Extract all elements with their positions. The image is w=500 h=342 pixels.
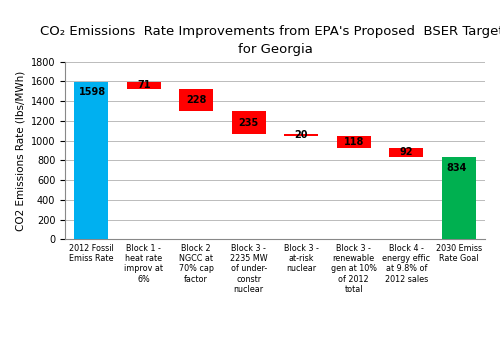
Bar bbox=[126, 81, 161, 89]
Bar bbox=[232, 111, 266, 134]
Text: 20: 20 bbox=[294, 130, 308, 140]
Y-axis label: CO2 Emissions Rate (lbs/MWh): CO2 Emissions Rate (lbs/MWh) bbox=[15, 70, 25, 231]
Bar bbox=[442, 157, 476, 239]
Text: 228: 228 bbox=[186, 95, 206, 105]
Text: 92: 92 bbox=[400, 147, 413, 157]
Title: CO₂ Emissions  Rate Improvements from EPA's Proposed  BSER Targets
for Georgia: CO₂ Emissions Rate Improvements from EPA… bbox=[40, 25, 500, 56]
Bar bbox=[179, 89, 214, 111]
Text: 1598: 1598 bbox=[80, 88, 106, 97]
Bar bbox=[284, 134, 318, 136]
Text: 118: 118 bbox=[344, 137, 364, 147]
Bar bbox=[74, 81, 108, 239]
Bar bbox=[389, 148, 424, 157]
Text: 235: 235 bbox=[238, 118, 259, 128]
Text: 834: 834 bbox=[447, 163, 467, 173]
Text: 71: 71 bbox=[137, 80, 150, 90]
Bar bbox=[336, 136, 371, 148]
